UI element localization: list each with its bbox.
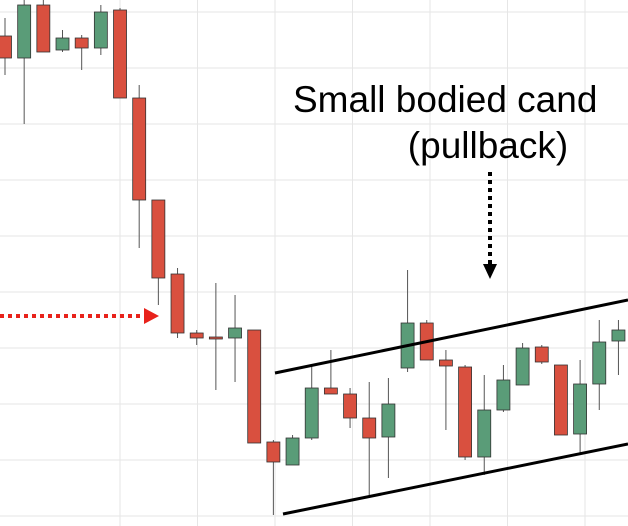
candle-body	[113, 9, 127, 99]
candle-body	[496, 379, 511, 411]
candle-body	[477, 409, 492, 458]
candle-body	[285, 437, 300, 466]
candle-body	[228, 327, 242, 339]
candle-body	[132, 97, 147, 201]
candle-body	[93, 11, 108, 49]
candle-body	[534, 346, 549, 363]
candle-body	[343, 393, 357, 419]
candle-body	[573, 383, 587, 435]
candle-body	[55, 37, 70, 51]
candle-body	[304, 387, 319, 439]
candle-body	[592, 341, 607, 385]
candle-body	[189, 332, 204, 339]
candle-body	[170, 273, 185, 334]
channel-lower	[282, 442, 628, 516]
red-arrowhead	[144, 308, 159, 324]
candle-body	[554, 364, 568, 436]
candle-body	[611, 329, 626, 342]
candle-body	[439, 359, 453, 367]
candle-body	[36, 4, 51, 53]
candle-body	[381, 403, 396, 438]
candle-body	[266, 441, 281, 463]
pullback-arrowhead	[483, 264, 497, 279]
candle-body	[17, 4, 32, 59]
annotation: (pullback)	[408, 125, 568, 166]
candle-body	[515, 347, 530, 386]
candle-body	[362, 417, 377, 439]
annotation: Small bodied cand	[293, 79, 597, 120]
candle-body	[0, 35, 12, 59]
candle-body	[247, 329, 262, 444]
candle-body	[74, 37, 89, 49]
candle-body	[208, 336, 223, 340]
channel-upper	[274, 298, 628, 375]
candle-body	[323, 387, 338, 395]
candles	[0, 0, 626, 515]
candle-body	[458, 366, 472, 458]
candle-body	[151, 199, 166, 279]
